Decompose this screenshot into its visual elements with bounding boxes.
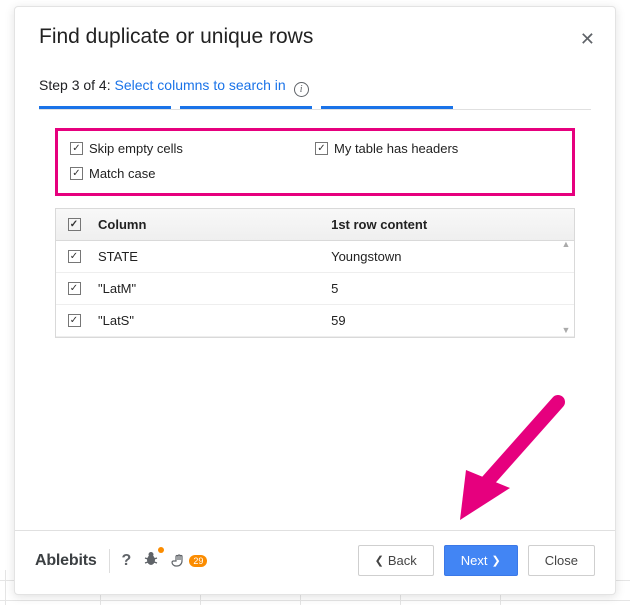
checkmark-icon: ✓ (70, 167, 83, 180)
select-all-checkbox[interactable]: ✓ (56, 209, 92, 240)
help-icon[interactable]: ? (122, 552, 132, 570)
row-content: 5 (325, 273, 574, 304)
table-header-column[interactable]: Column (92, 209, 325, 240)
step-prefix: Step 3 of 4: (39, 77, 115, 93)
table-header-row: ✓ Column 1st row content (56, 209, 574, 241)
brand-label: Ablebits (35, 552, 97, 570)
row-column-name: "LatS" (92, 305, 325, 336)
scroll-up-icon[interactable]: ▲ (560, 239, 572, 249)
progress-bar (39, 107, 591, 110)
table-header-content[interactable]: 1st row content (325, 209, 574, 240)
row-content: 59 (325, 305, 574, 336)
row-content: Youngstown (325, 241, 574, 272)
chevron-left-icon: ❮ (375, 554, 384, 567)
row-checkbox[interactable]: ✓ (56, 306, 92, 335)
button-label: Next (461, 553, 488, 568)
table-row[interactable]: ✓ STATE Youngstown (56, 241, 574, 273)
dialog: Find duplicate or unique rows ✕ Step 3 o… (14, 6, 616, 595)
checkbox-has-headers[interactable]: ✓ My table has headers (315, 141, 560, 156)
row-column-name: STATE (92, 241, 325, 272)
table-body: ✓ STATE Youngstown ✓ "LatM" 5 ✓ "LatS" 5… (56, 241, 574, 337)
checkbox-label: My table has headers (334, 141, 458, 156)
bug-report-icon[interactable] (143, 550, 159, 571)
chevron-right-icon: ❯ (492, 554, 501, 567)
close-button[interactable]: Close (528, 545, 595, 576)
notification-count: 29 (189, 555, 207, 567)
checkbox-label: Match case (89, 166, 155, 181)
step-indicator: Step 3 of 4: Select columns to search in… (15, 55, 615, 103)
next-button[interactable]: Next ❯ (444, 545, 518, 576)
close-icon[interactable]: ✕ (580, 29, 595, 50)
columns-table: ✓ Column 1st row content ✓ STATE Youngst… (55, 208, 575, 338)
button-label: Close (545, 553, 578, 568)
checkmark-icon: ✓ (315, 142, 328, 155)
table-scrollbar[interactable]: ▲ ▼ (560, 239, 572, 335)
footer-divider (109, 549, 110, 573)
checkbox-match-case[interactable]: ✓ Match case (70, 166, 315, 181)
checkbox-label: Skip empty cells (89, 141, 183, 156)
checkbox-skip-empty[interactable]: ✓ Skip empty cells (70, 141, 315, 156)
dialog-title: Find duplicate or unique rows (39, 25, 313, 48)
dialog-footer: Ablebits ? 29 ❮ Back Next ❯ Close (15, 530, 615, 594)
info-icon[interactable]: i (294, 82, 309, 97)
scroll-down-icon[interactable]: ▼ (560, 325, 572, 335)
row-checkbox[interactable]: ✓ (56, 274, 92, 303)
table-row[interactable]: ✓ "LatS" 59 (56, 305, 574, 337)
notifications-icon[interactable]: 29 (171, 553, 207, 569)
button-label: Back (388, 553, 417, 568)
back-button[interactable]: ❮ Back (358, 545, 434, 576)
row-column-name: "LatM" (92, 273, 325, 304)
step-link[interactable]: Select columns to search in (115, 77, 286, 93)
dialog-header: Find duplicate or unique rows ✕ (15, 7, 615, 55)
options-highlight-box: ✓ Skip empty cells ✓ My table has header… (55, 128, 575, 196)
checkmark-icon: ✓ (70, 142, 83, 155)
row-checkbox[interactable]: ✓ (56, 242, 92, 271)
table-row[interactable]: ✓ "LatM" 5 (56, 273, 574, 305)
